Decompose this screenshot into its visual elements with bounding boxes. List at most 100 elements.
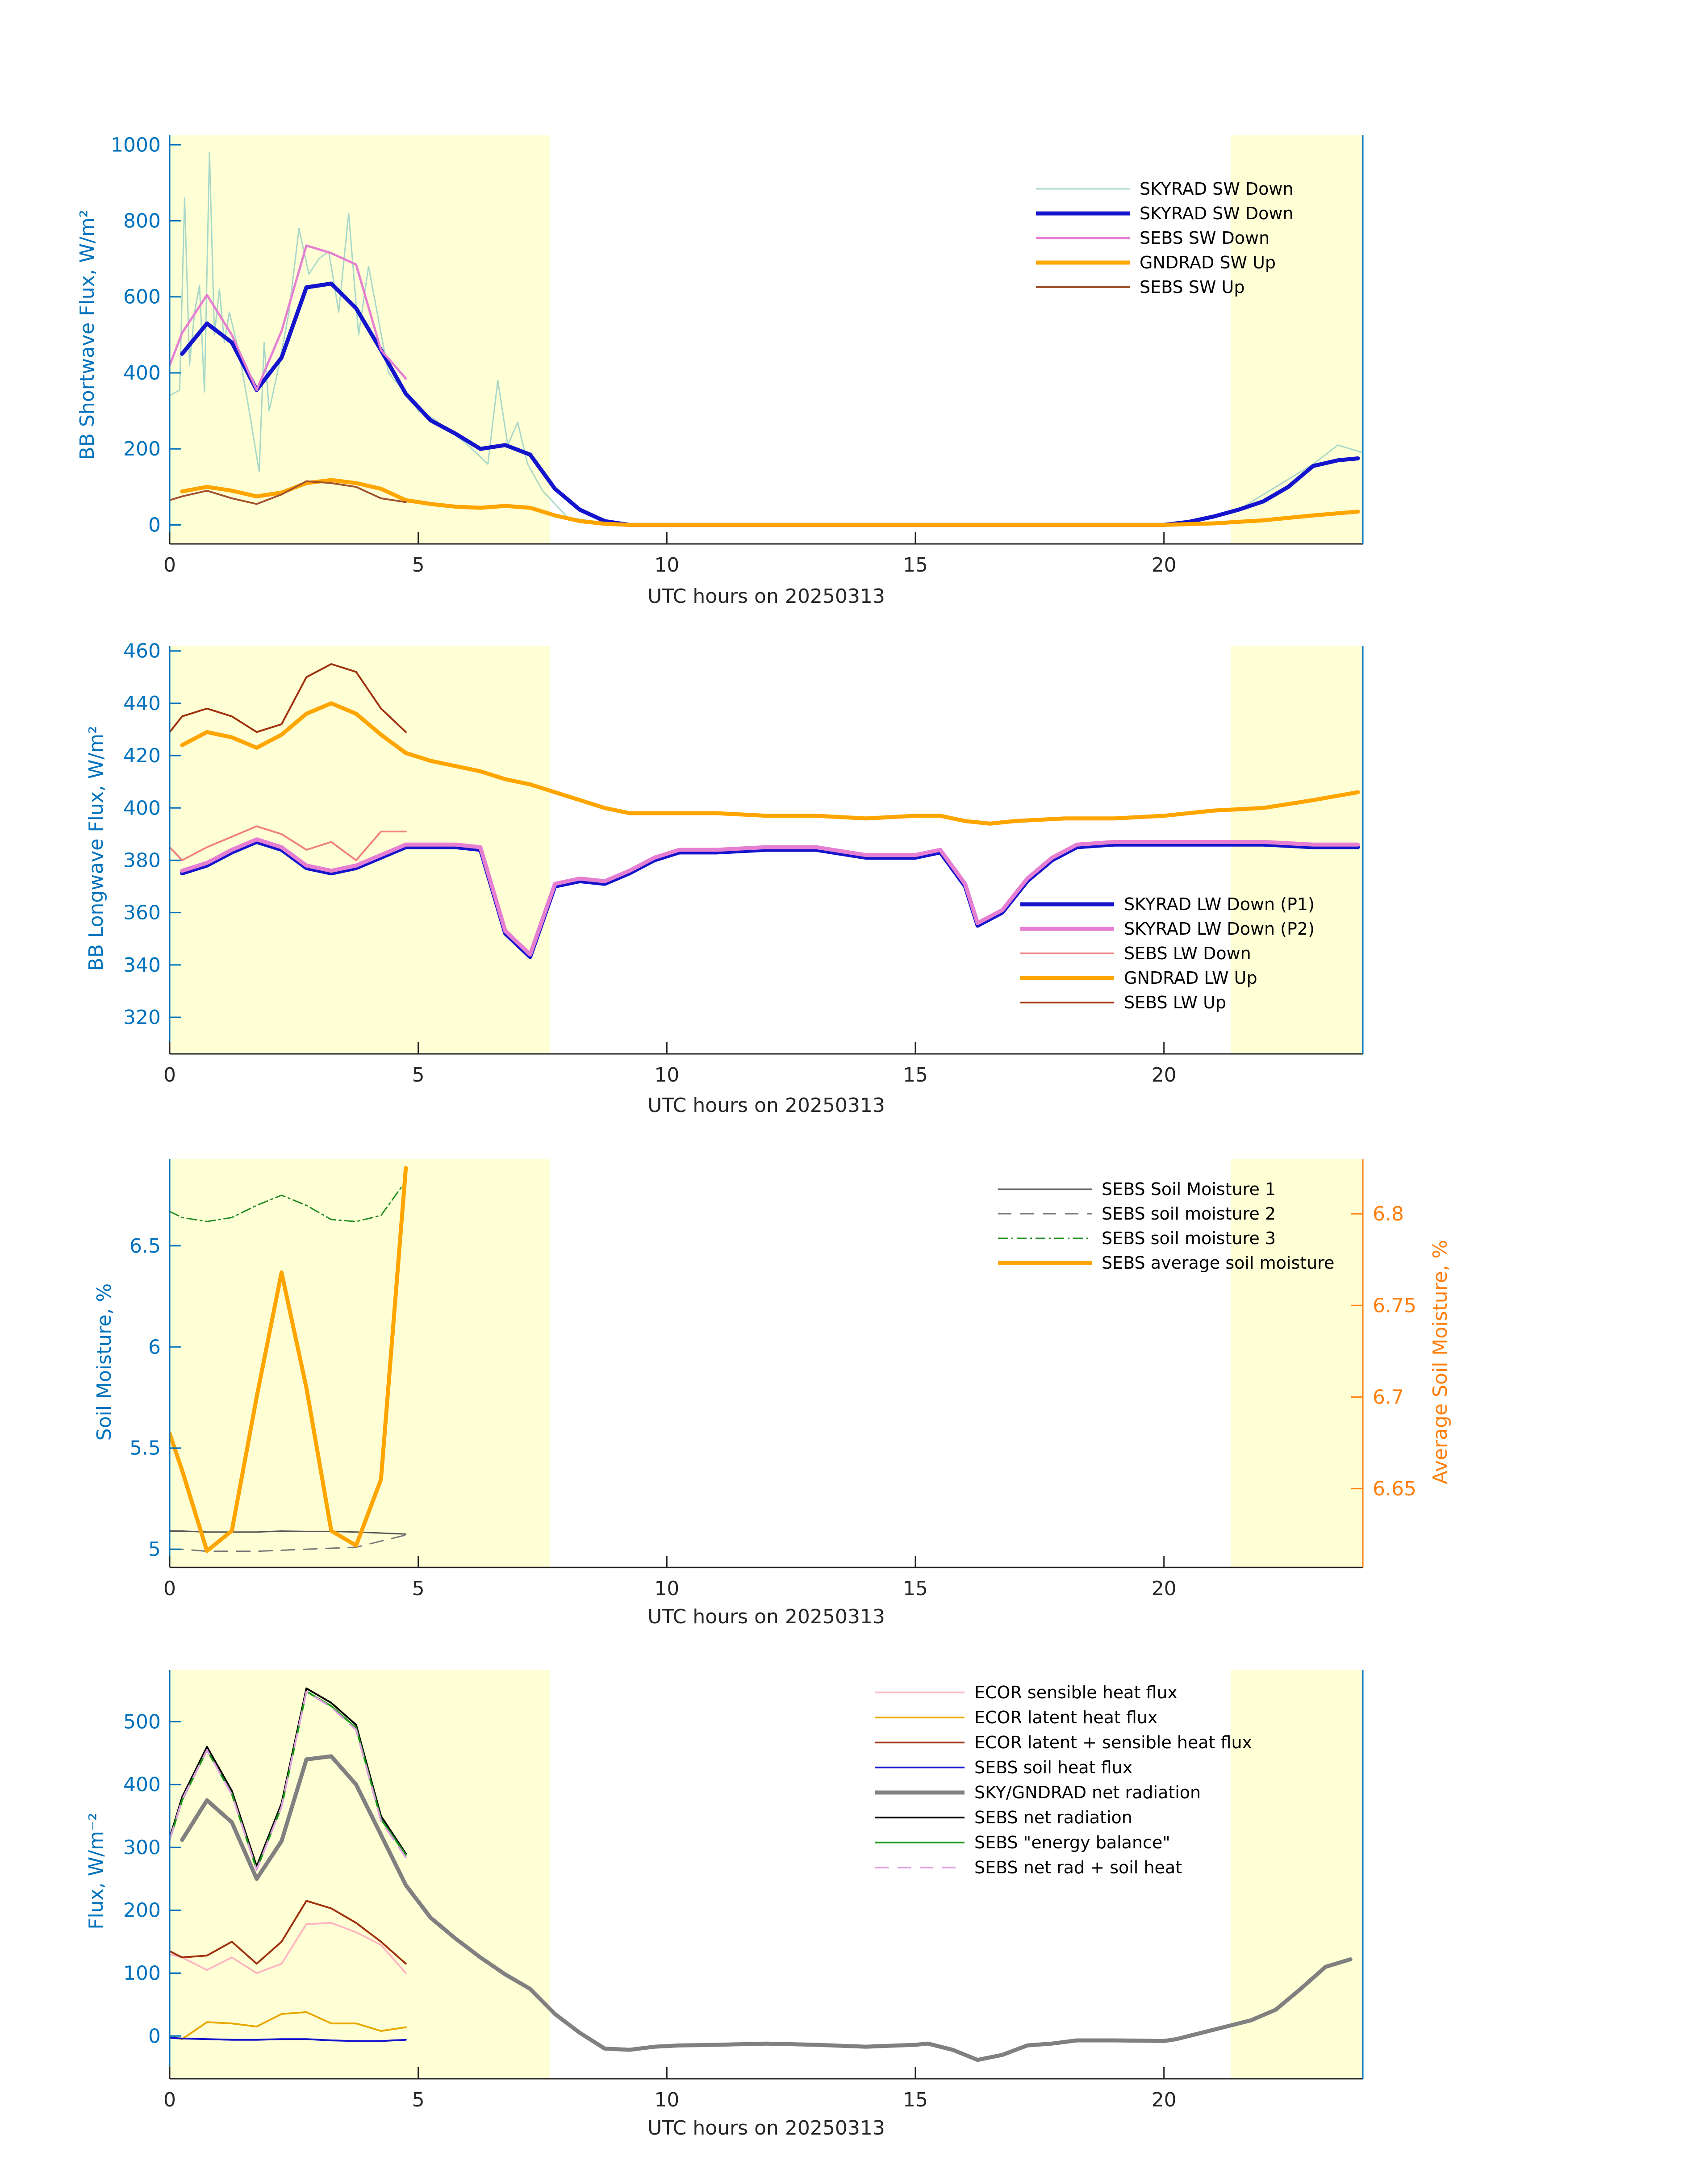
- legend: SKYRAD LW Down (P1) SKYRAD LW Down (P2) SE…: [1020, 894, 1315, 1012]
- energy-flux-y-label: Flux, W/m⁻²: [85, 1813, 108, 1930]
- y-tick-label: 0: [148, 2025, 161, 2047]
- legend-label: SKYRAD LW Down (P2): [1124, 919, 1315, 939]
- y-tick-label: 500: [123, 1710, 161, 1733]
- y-tick-label: 6.5: [129, 1235, 161, 1258]
- right-y-tick-label: 6.65: [1373, 1478, 1416, 1500]
- series-line-sebs-sw-up: [170, 480, 407, 505]
- x-tick-label: 15: [903, 2089, 928, 2111]
- series-line-sky-gndrad-net-radiation: [180, 1754, 1353, 2062]
- x-tick-label: 0: [163, 1577, 176, 1600]
- x-tick-label: 0: [163, 2089, 176, 2111]
- series-line-ecor-sensible-heat-flux: [170, 1922, 407, 1974]
- y-tick-label: 320: [123, 1006, 161, 1029]
- legend-label: GNDRAD LW Up: [1124, 968, 1257, 988]
- legend-label: SEBS "energy balance": [974, 1833, 1170, 1852]
- x-tick-label: 5: [412, 2089, 425, 2111]
- y-tick-label: 340: [123, 954, 161, 977]
- y-tick-label: 200: [123, 1899, 161, 1922]
- series-line-sebs-net-rad-soil-heat: [170, 1690, 407, 1871]
- legend-label: SEBS average soil moisture: [1102, 1253, 1334, 1273]
- legend-label: SKYRAD LW Down (P1): [1124, 894, 1315, 914]
- legend: SKYRAD SW Down SKYRAD SW Down SEBS SW Down…: [1036, 179, 1294, 297]
- y-tick-label: 420: [123, 744, 161, 767]
- x-tick-label: 0: [163, 1064, 176, 1086]
- soil-moisture-right-y-label: Average Soil Moisture, %: [1429, 1240, 1452, 1484]
- legend-label: SEBS net rad + soil heat: [974, 1858, 1182, 1877]
- longwave-panel: UTC hours on 20250313 BB Longwave Flux, …: [85, 640, 1364, 1117]
- legend-label: SEBS SW Up: [1140, 277, 1244, 297]
- soil-moisture-x-label: UTC hours on 20250313: [647, 1605, 885, 1628]
- x-tick-label: 5: [412, 1064, 425, 1086]
- legend-label: SEBS net radiation: [974, 1808, 1132, 1827]
- soil-moisture-panel: UTC hours on 20250313 Soil Moisture, % A…: [93, 1159, 1452, 1628]
- x-tick-label: 20: [1152, 2089, 1177, 2111]
- y-tick-label: 0: [148, 514, 161, 536]
- right-y-tick-label: 6.75: [1373, 1294, 1416, 1317]
- series-line-gndrad-sw-up: [180, 478, 1360, 527]
- y-tick-label: 360: [123, 902, 161, 924]
- series-line-sebs-soil-moisture-2: [170, 1534, 407, 1552]
- energy-flux-panel: UTC hours on 20250313 Flux, W/m⁻² 0 5 10 15…: [85, 1670, 1364, 2139]
- legend-label: SKYRAD SW Down: [1140, 204, 1294, 223]
- x-tick-label: 15: [903, 554, 928, 577]
- daytime-shade-1: [1231, 1159, 1363, 1567]
- x-tick-label: 10: [654, 2089, 679, 2111]
- y-tick-label: 400: [123, 797, 161, 819]
- x-tick-label: 5: [412, 1577, 425, 1600]
- daytime-shade-1: [1231, 135, 1363, 544]
- plot-series-group: [170, 151, 1363, 527]
- longwave-x-label: UTC hours on 20250313: [647, 1094, 885, 1117]
- series-line-skyrad-lw-down-p1-: [180, 840, 1360, 959]
- x-tick-label: 10: [654, 1064, 679, 1086]
- series-line-sebs-soil-moisture-1: [170, 1530, 407, 1535]
- x-tick-label: 10: [654, 554, 679, 577]
- daytime-shade-0: [170, 1670, 550, 2079]
- series-line-sebs-lw-down: [170, 825, 407, 861]
- daytime-shade-0: [170, 1159, 550, 1567]
- y-tick-label: 800: [123, 210, 161, 233]
- y-tick-label: 440: [123, 692, 161, 715]
- series-line-skyrad-sw-down: [180, 281, 1360, 527]
- legend: ECOR sensible heat flux ECOR latent heat …: [875, 1683, 1252, 1877]
- legend-label: GNDRAD SW Up: [1140, 253, 1276, 272]
- y-tick-label: 200: [123, 438, 161, 460]
- plot-series-group: [170, 1166, 408, 1553]
- series-line-skyrad-lw-down-p2-: [180, 837, 1360, 957]
- legend-label: SEBS soil moisture 3: [1102, 1228, 1276, 1248]
- legend-label: SKY/GNDRAD net radiation: [974, 1783, 1201, 1802]
- x-tick-label: 0: [163, 554, 176, 577]
- x-tick-label: 15: [903, 1577, 928, 1600]
- series-line-gndrad-lw-up: [180, 701, 1360, 826]
- series-line-sebs-soil-heat-flux: [170, 2037, 407, 2042]
- x-tick-label: 20: [1152, 554, 1177, 577]
- y-tick-label: 400: [123, 1773, 161, 1796]
- plot-series-group: [170, 663, 1360, 959]
- energy-flux-x-label: UTC hours on 20250313: [647, 2117, 885, 2139]
- x-tick-label: 5: [412, 554, 425, 577]
- legend-label: SEBS Soil Moisture 1: [1102, 1179, 1276, 1199]
- series-line-sebs-sw-down: [170, 244, 407, 391]
- x-tick-label: 10: [654, 1577, 679, 1600]
- shortwave-panel: UTC hours on 20250313 BB Shortwave Flux,…: [76, 134, 1364, 608]
- x-tick-label: 20: [1152, 1064, 1177, 1086]
- legend-label: SEBS LW Down: [1124, 944, 1251, 963]
- series-line-sebs-soil-moisture-3: [170, 1180, 407, 1222]
- x-tick-label: 20: [1152, 1577, 1177, 1600]
- series-line-ecor-latent-sensible-heat-flux: [170, 1900, 407, 1965]
- legend: SEBS Soil Moisture 1 SEBS soil moisture 2…: [998, 1179, 1334, 1273]
- legend-label: SEBS soil moisture 2: [1102, 1204, 1276, 1224]
- right-y-tick-label: 6.8: [1373, 1203, 1404, 1225]
- legend-label: SEBS SW Down: [1140, 228, 1270, 248]
- series-line-sebs-average-soil-moisture: [170, 1166, 408, 1553]
- y-tick-label: 1000: [111, 134, 161, 156]
- series-line-ecor-latent-heat-flux: [170, 2011, 407, 2040]
- y-tick-label: 5.5: [129, 1437, 161, 1460]
- legend-label: SEBS LW Up: [1124, 993, 1226, 1012]
- series-line-sebs-lw-up: [170, 663, 407, 733]
- legend-label: SEBS soil heat flux: [974, 1758, 1132, 1777]
- soil-moisture-y-label: Soil Moisture, %: [93, 1283, 116, 1441]
- y-tick-label: 6: [148, 1336, 161, 1358]
- daytime-shade-1: [1231, 1670, 1363, 2079]
- daytime-shade-0: [170, 646, 550, 1054]
